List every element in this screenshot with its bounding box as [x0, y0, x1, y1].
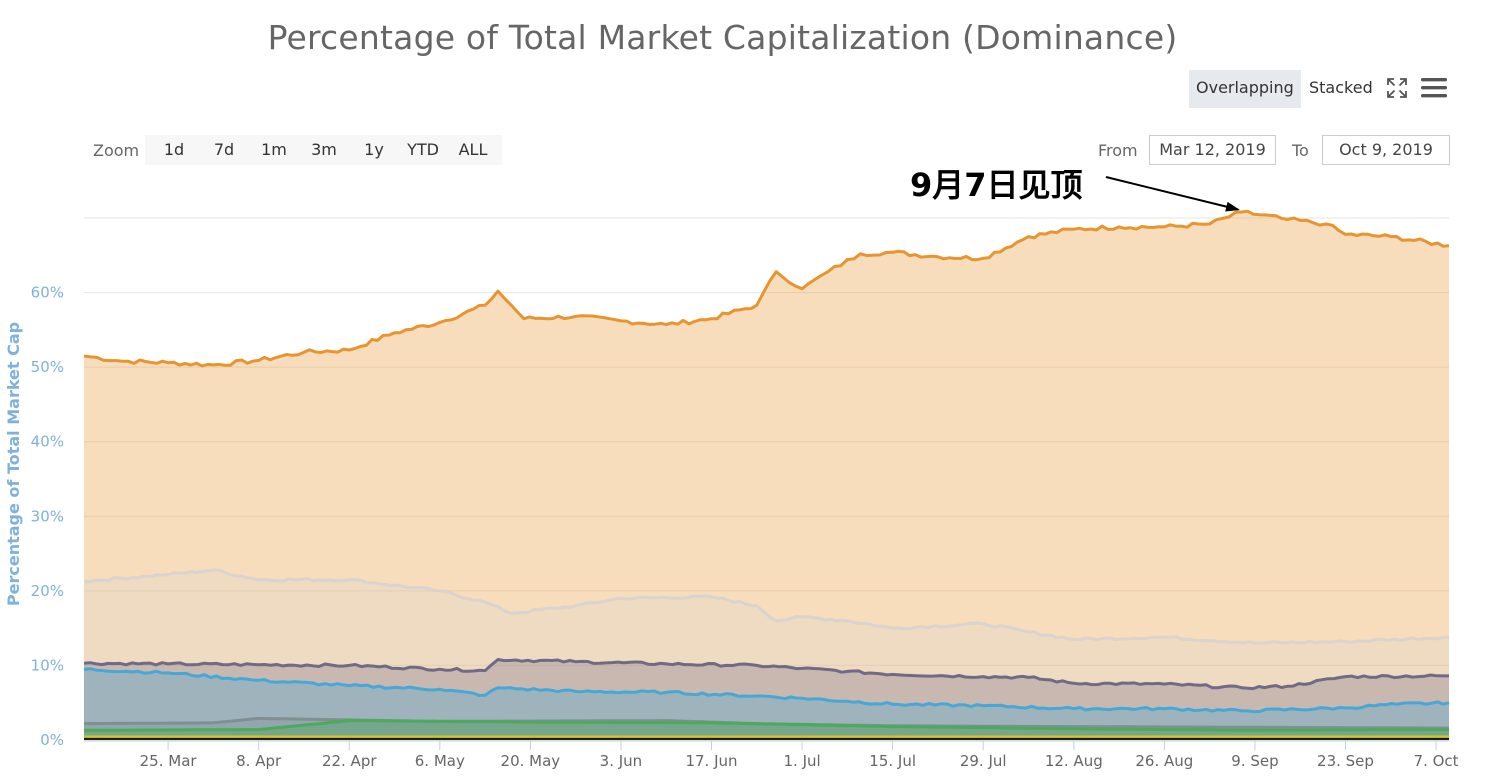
x-tick-label: 12. Aug: [1045, 752, 1103, 770]
to-date-input[interactable]: Oct 9, 2019: [1322, 135, 1450, 165]
y-tick-label: 60%: [31, 284, 64, 302]
series-6-area: [84, 720, 1449, 740]
series-5-area: [84, 718, 1449, 740]
y-tick-label: 0%: [40, 731, 64, 749]
x-tick-label: 8. Apr: [236, 752, 282, 770]
peak-annotation-arrow: [1105, 176, 1240, 212]
x-tick-label: 15. Jul: [869, 752, 916, 770]
to-label: To: [1292, 141, 1309, 160]
zoom-7d-button[interactable]: 7d: [195, 135, 253, 165]
zoom-label: Zoom: [93, 141, 140, 160]
zoom-all-button[interactable]: ALL: [444, 135, 502, 165]
x-tick-label: 7. Oct: [1414, 752, 1459, 770]
zoom-ytd-button[interactable]: YTD: [394, 135, 452, 165]
x-tick-label: 1. Jul: [783, 752, 820, 770]
series-6-line: [84, 719, 1449, 732]
hamburger-menu-icon[interactable]: [1421, 77, 1447, 99]
y-tick-label: 40%: [31, 433, 64, 451]
series-4-line: [83, 667, 1450, 714]
series-2-line: [83, 568, 1450, 645]
zoom-1d-button[interactable]: 1d: [145, 135, 203, 165]
y-tick-label: 50%: [31, 358, 64, 376]
zoom-1m-button[interactable]: 1m: [245, 135, 303, 165]
y-tick-label: 10%: [31, 656, 64, 674]
overlapping-mode-button[interactable]: Overlapping: [1189, 70, 1301, 108]
stacked-mode-button[interactable]: Stacked: [1309, 78, 1373, 97]
x-tick-label: 23. Sep: [1317, 752, 1374, 770]
y-tick-label: 20%: [31, 582, 64, 600]
zoom-3m-button[interactable]: 3m: [295, 135, 353, 165]
y-tick-label: 30%: [31, 507, 64, 525]
chart-title: Percentage of Total Market Capitalizatio…: [267, 18, 1178, 57]
peak-annotation-text: 9月7日见顶: [910, 166, 1083, 204]
series-2-area: [84, 570, 1449, 740]
from-label: From: [1098, 141, 1138, 160]
y-axis-title: Percentage of Total Market Cap: [4, 322, 23, 606]
series-1-area: [84, 211, 1449, 740]
series-3-line: [83, 658, 1449, 691]
x-tick-label: 26. Aug: [1135, 752, 1193, 770]
x-tick-label: 6. May: [415, 752, 465, 770]
x-tick-label: 17. Jun: [685, 752, 737, 770]
series-1-line: [83, 209, 1450, 368]
x-tick-label: 3. Jun: [600, 752, 643, 770]
x-tick-label: 29. Jul: [960, 752, 1007, 770]
fullscreen-icon[interactable]: [1386, 77, 1408, 99]
x-tick-label: 25. Mar: [140, 752, 198, 770]
x-tick-label: 9. Sep: [1231, 752, 1278, 770]
zoom-1y-button[interactable]: 1y: [345, 135, 403, 165]
x-tick-label: 22. Apr: [322, 752, 377, 770]
from-date-input[interactable]: Mar 12, 2019: [1149, 135, 1276, 165]
x-tick-label: 20. May: [501, 752, 561, 770]
